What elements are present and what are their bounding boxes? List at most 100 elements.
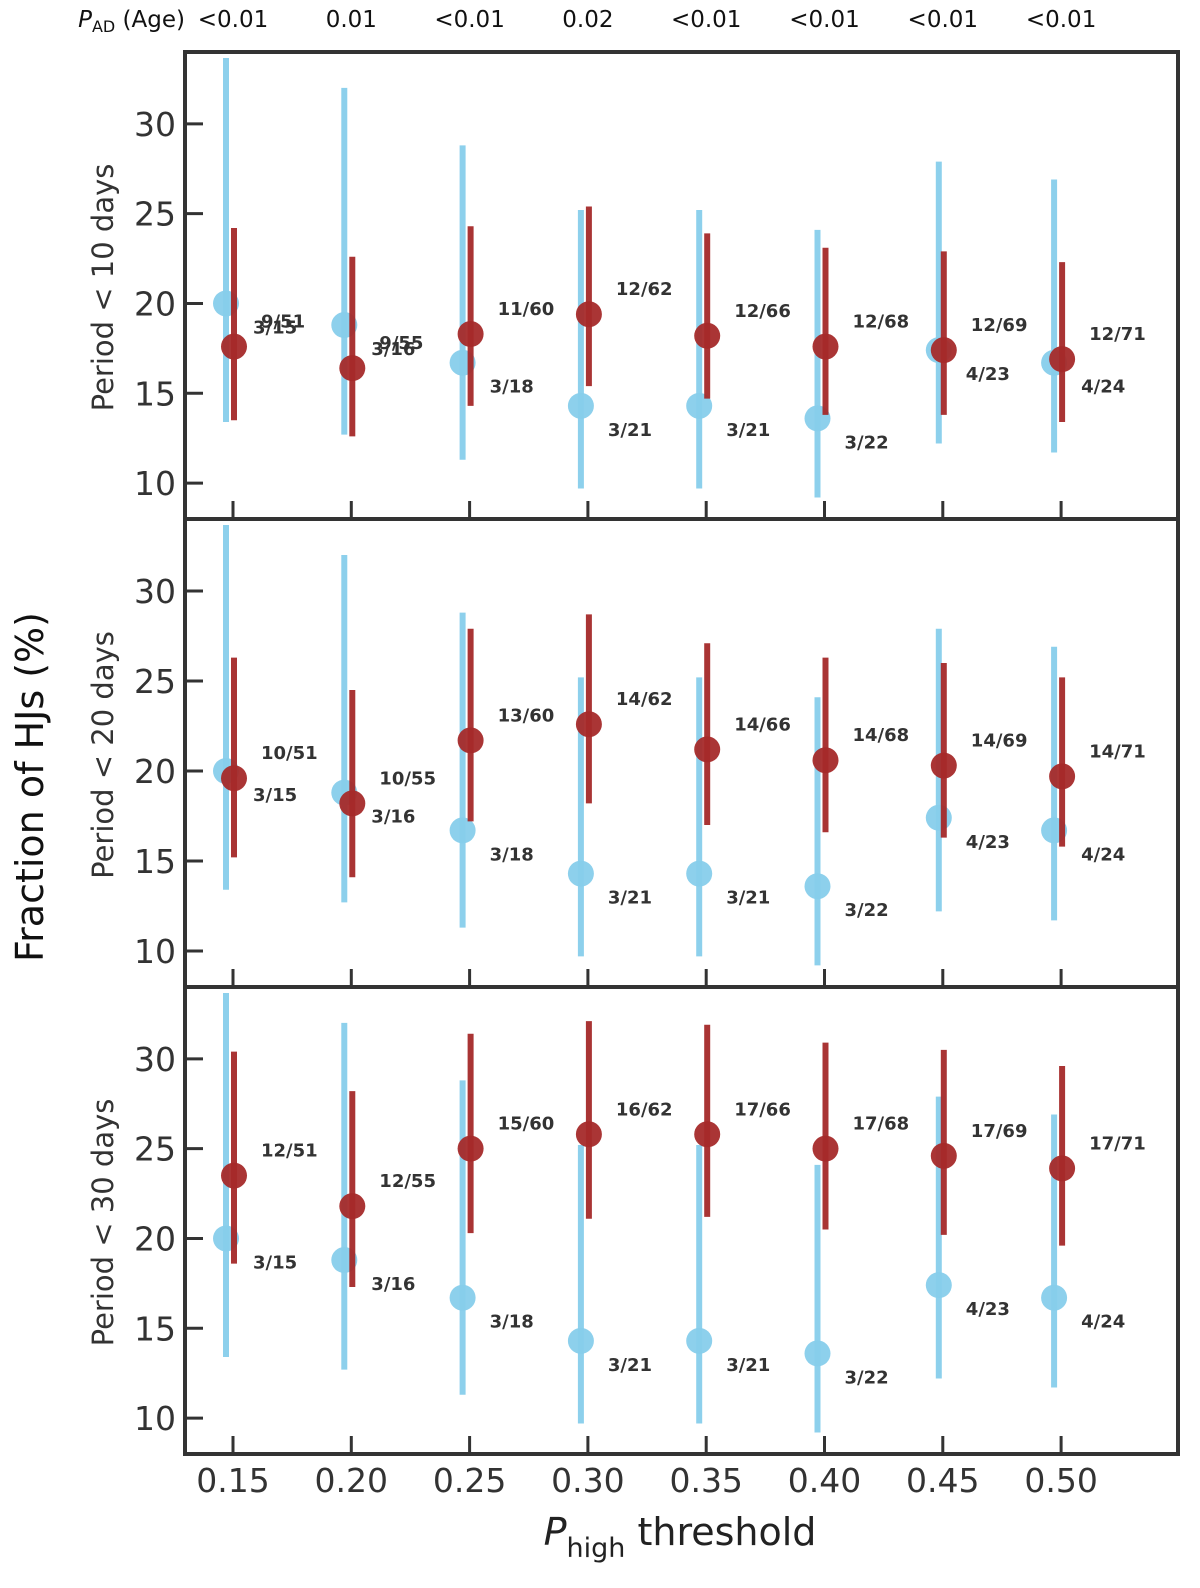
panel-frame	[183, 517, 1180, 989]
y-tick-label: 10	[134, 932, 176, 971]
blue-count-label: 3/18	[490, 377, 534, 398]
p-ad-header: PAD (Age)	[78, 7, 185, 36]
blue-count-label: 4/23	[966, 364, 1010, 385]
blue-point	[804, 1340, 831, 1367]
y-tick-label: 10	[134, 1399, 176, 1438]
p-ad-value: <0.01	[671, 7, 741, 33]
red-point	[930, 337, 957, 364]
y-tick-label: 20	[134, 752, 176, 791]
red-point	[1049, 1155, 1076, 1182]
panels: 10 15 20 25 30 Period < 10 days 3/15 3/16 3/18 3/…	[86, 50, 1180, 1456]
x-tick-label: 0.25	[433, 1461, 506, 1500]
red-count-label: 12/71	[1089, 324, 1146, 345]
red-point	[221, 333, 247, 360]
y-tick-label: 20	[134, 1219, 176, 1258]
p-ad-value: <0.01	[434, 7, 504, 33]
panel-frame	[183, 50, 1180, 521]
blue-count-label: 3/21	[608, 1355, 652, 1376]
red-count-label: 12/66	[734, 301, 791, 322]
red-count-label: 14/71	[1089, 741, 1146, 762]
y-tick-label: 25	[134, 662, 176, 701]
red-point	[694, 322, 721, 349]
red-count-label: 17/71	[1089, 1133, 1146, 1154]
red-point	[221, 1162, 247, 1189]
x-tick-labels: 0.15 0.20 0.25 0.30 0.35 0.40 0.45 0.50	[196, 1461, 1098, 1500]
red-point	[930, 1142, 957, 1169]
red-count-label: 14/68	[853, 725, 910, 746]
blue-count-label: 3/16	[371, 807, 415, 828]
blue-point	[567, 392, 594, 419]
blue-count-label: 3/22	[845, 432, 889, 453]
y-tick-label: 15	[134, 374, 176, 413]
red-count-label: 10/51	[261, 743, 318, 764]
red-point	[812, 1135, 839, 1162]
p-ad-value: 0.02	[562, 7, 613, 33]
blue-count-label: 3/15	[253, 785, 297, 806]
blue-count-label: 3/22	[845, 900, 889, 921]
y-tick-label: 20	[134, 284, 176, 323]
red-count-label: 17/66	[734, 1099, 791, 1120]
blue-count-label: 3/18	[490, 844, 534, 865]
red-count-label: 9/51	[261, 312, 305, 333]
red-count-label: 13/60	[498, 705, 555, 726]
blue-point	[925, 1272, 952, 1299]
p-ad-value: <0.01	[1026, 7, 1096, 33]
red-count-label: 11/60	[498, 299, 555, 320]
red-point	[812, 333, 839, 360]
blue-count-label: 3/21	[726, 888, 770, 909]
blue-count-label: 4/23	[966, 832, 1010, 853]
red-point	[694, 736, 721, 763]
y-tick-label: 10	[134, 464, 176, 503]
y-tick-label: 30	[134, 1040, 176, 1079]
blue-point	[686, 1327, 713, 1354]
red-count-label: 14/69	[971, 731, 1028, 752]
panel-3: 10 15 20 25 30 Period < 30 days 3/15 3/16 3/18 3/…	[86, 985, 1180, 1456]
blue-point	[1041, 1284, 1068, 1311]
x-tick-label: 0.30	[551, 1461, 624, 1500]
p-ad-value: <0.01	[789, 7, 859, 33]
x-axis-label: Phigh threshold	[544, 1510, 817, 1564]
x-tick-label: 0.45	[906, 1461, 979, 1500]
blue-count-label: 4/24	[1081, 844, 1125, 865]
blue-point	[567, 1327, 594, 1354]
blue-point	[686, 860, 713, 887]
red-point	[1049, 346, 1076, 373]
blue-point	[804, 873, 831, 900]
panel-2: 10 15 20 25 30 Period < 20 days 3/15 3/16 3/18 3/…	[86, 517, 1180, 989]
red-count-label: 12/51	[261, 1141, 318, 1162]
red-point	[339, 355, 366, 382]
red-count-label: 12/62	[616, 279, 673, 300]
red-point	[812, 747, 839, 774]
red-count-label: 15/60	[498, 1114, 555, 1135]
red-point	[575, 1121, 602, 1148]
blue-count-label: 3/21	[608, 420, 652, 441]
red-count-label: 16/62	[616, 1099, 673, 1120]
red-point	[694, 1121, 721, 1148]
y-tick-label: 15	[134, 842, 176, 881]
red-count-label: 14/66	[734, 714, 791, 735]
p-ad-value: <0.01	[198, 7, 268, 33]
red-count-label: 17/69	[971, 1121, 1028, 1142]
blue-count-label: 4/23	[966, 1299, 1010, 1320]
blue-count-label: 3/21	[726, 420, 770, 441]
red-count-label: 9/55	[379, 333, 423, 354]
x-tick-label: 0.35	[669, 1461, 742, 1500]
blue-count-label: 4/24	[1081, 377, 1125, 398]
red-count-label: 10/55	[379, 768, 436, 789]
x-tick-label: 0.20	[315, 1461, 388, 1500]
p-ad-value: <0.01	[908, 7, 978, 33]
y-tick-label: 30	[134, 105, 176, 144]
blue-count-label: 3/18	[490, 1312, 534, 1333]
x-tick-label: 0.50	[1024, 1461, 1097, 1500]
y-tick-label: 25	[134, 1130, 176, 1169]
blue-count-label: 3/22	[845, 1367, 889, 1388]
red-count-label: 17/68	[853, 1114, 910, 1135]
red-point	[221, 765, 247, 792]
p-ad-values: <0.01 0.01 <0.01 0.02 <0.01 <0.01 <0.01 <0.01	[198, 7, 1097, 33]
red-count-label: 12/69	[971, 315, 1028, 336]
blue-count-label: 4/24	[1081, 1312, 1125, 1333]
panel-y-label: Period < 30 days	[86, 1099, 120, 1347]
panel-y-label: Period < 10 days	[86, 164, 120, 412]
red-point	[1049, 763, 1076, 790]
red-point	[457, 1135, 484, 1162]
